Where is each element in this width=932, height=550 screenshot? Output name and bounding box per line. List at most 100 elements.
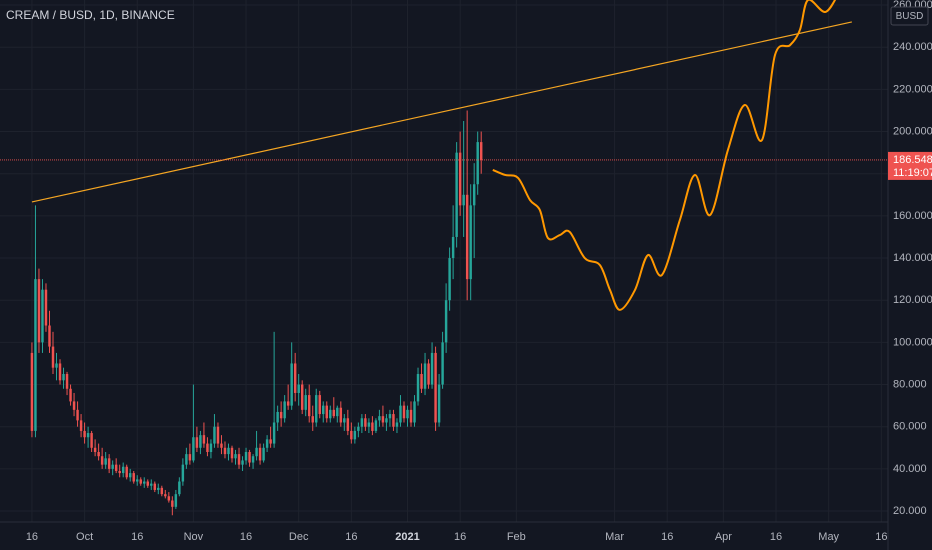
candle-body <box>332 409 336 417</box>
candle-body <box>441 342 444 385</box>
candle-body <box>34 279 37 431</box>
candle-body <box>399 405 402 423</box>
candle-body <box>237 454 241 465</box>
last-price-label: 186.548 <box>893 154 932 166</box>
candle-body <box>111 464 114 469</box>
candle-body <box>143 481 146 484</box>
candle-body <box>223 447 227 455</box>
candle-body <box>413 401 416 423</box>
candle-body <box>188 454 192 461</box>
candle-body <box>444 300 448 343</box>
candle-body <box>272 422 276 444</box>
candle-body <box>304 395 307 410</box>
x-tick-label: 16 <box>131 531 143 543</box>
candle-body <box>241 460 244 465</box>
candle-body <box>416 374 420 402</box>
candle-body <box>388 414 392 419</box>
candle-body <box>41 289 44 343</box>
candle-body <box>114 464 118 471</box>
y-tick-label: 60.000 <box>893 421 927 433</box>
candle-body <box>121 466 125 474</box>
candle-body <box>346 418 350 431</box>
candle-body <box>248 452 251 463</box>
candle-body <box>458 152 462 206</box>
candle-body <box>300 384 304 410</box>
candle-body <box>378 416 381 421</box>
candle-body <box>283 401 286 419</box>
candle-body <box>181 464 185 482</box>
candle-body <box>65 374 69 389</box>
x-tick-label: Nov <box>184 531 204 543</box>
x-tick-label: Dec <box>289 531 309 543</box>
y-tick-label: 120.000 <box>893 294 932 306</box>
candle-body <box>409 409 413 423</box>
x-tick-label: 16 <box>240 531 252 543</box>
candle-body <box>329 409 332 419</box>
candle-body <box>339 407 343 423</box>
candle-body <box>62 374 65 381</box>
overlay: CREAM / BUSD, 1D, BINANCE BUSD 186.54811… <box>6 6 932 180</box>
candle-body <box>381 416 385 423</box>
currency-label[interactable]: BUSD <box>896 11 924 22</box>
y-tick-label: 20.000 <box>893 505 927 517</box>
candle-body <box>290 363 293 406</box>
candle-body <box>244 452 248 461</box>
candle-body <box>195 437 199 448</box>
candle-body <box>76 409 79 421</box>
candle-body <box>406 409 409 419</box>
candle-body <box>202 435 206 444</box>
candle-body <box>100 456 104 465</box>
candle-body <box>311 416 314 423</box>
candle-body <box>307 395 311 417</box>
candle-body <box>213 426 216 444</box>
x-tick-label: 16 <box>26 531 38 543</box>
candle-body <box>276 411 279 423</box>
y-tick-label: 100.000 <box>893 336 932 348</box>
x-tick-label: Feb <box>507 531 526 543</box>
currency-box[interactable] <box>890 6 929 26</box>
candle-body <box>434 352 437 423</box>
y-tick-label: 220.000 <box>893 83 932 95</box>
candle-body <box>286 401 290 406</box>
candle-body <box>48 325 51 347</box>
candle-body <box>230 447 234 459</box>
y-tick-label: 200.000 <box>893 125 932 137</box>
candle-body <box>136 479 139 482</box>
y-tick-label: 160.000 <box>893 210 932 222</box>
time-scale: 16 Oct 16 Nov 16 Dec 16 2021 16 Feb Mar 16 Apr 16 May 1… <box>26 531 888 543</box>
candle-body <box>199 435 202 448</box>
candle-body <box>255 447 258 457</box>
candle-body <box>234 454 237 459</box>
y-tick-label: 240.000 <box>893 41 932 53</box>
candle-body <box>423 363 427 389</box>
candle-body <box>420 374 423 389</box>
x-tick-label: 2021 <box>395 531 419 543</box>
trend-line <box>31 21 852 203</box>
candle-body <box>220 443 223 448</box>
y-tick-label: 80.000 <box>893 378 927 390</box>
candle-body <box>265 439 269 448</box>
candle-body <box>367 422 371 427</box>
candle-body <box>44 289 48 326</box>
x-tick-label: 16 <box>454 531 466 543</box>
candle-body <box>79 420 83 431</box>
x-tick-label: May <box>818 531 839 543</box>
x-tick-label: Mar <box>605 531 624 543</box>
candle-body <box>83 430 86 438</box>
candle-body <box>174 494 178 507</box>
candle-body <box>258 447 262 461</box>
candle-body <box>104 458 107 465</box>
candle-body <box>469 205 472 280</box>
candle-body <box>97 452 100 457</box>
candle-body <box>465 194 469 280</box>
candle-body <box>455 152 458 237</box>
candle-body <box>269 439 272 444</box>
candle-body <box>178 481 181 495</box>
y-tick-label: 140.000 <box>893 252 932 264</box>
candle-body <box>86 433 90 438</box>
candle-body <box>427 363 430 385</box>
candle-body <box>297 384 300 393</box>
candle-body <box>37 279 41 343</box>
candle-body <box>402 405 406 419</box>
